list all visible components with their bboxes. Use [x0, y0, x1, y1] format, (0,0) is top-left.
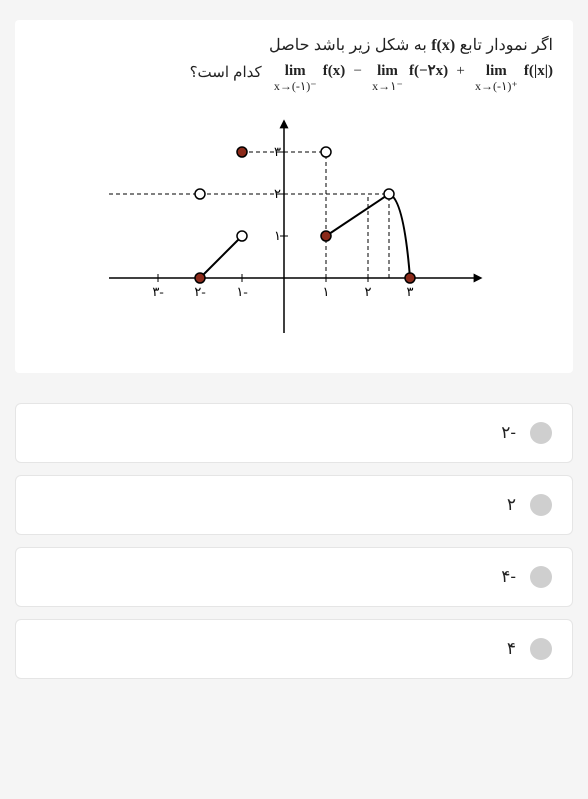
answers-list: -۲ ۲ -۴ ۴: [15, 403, 573, 679]
lim-1: lim x→(-۱)⁻: [274, 63, 317, 93]
radio-icon: [530, 494, 552, 516]
graph-container: -۳-۲-۱۱۲۳۱۲۳: [25, 118, 563, 343]
radio-icon: [530, 638, 552, 660]
radio-icon: [530, 566, 552, 588]
lim-3: lim x→(-۱)⁺: [475, 63, 518, 93]
answer-option-1[interactable]: -۲: [15, 403, 573, 463]
svg-text:۱: ۱: [323, 284, 330, 299]
svg-text:۳: ۳: [407, 284, 414, 299]
function-graph: -۳-۲-۱۱۲۳۱۲۳: [104, 118, 484, 338]
q-suffix: به شکل زیر باشد حاصل: [269, 37, 427, 54]
fx-2: f(−۲x): [409, 63, 448, 80]
question-area: اگر نمودار تابع f(x) به شکل زیر باشد حاص…: [15, 20, 573, 373]
svg-text:۱: ۱: [274, 228, 281, 243]
fx-3: f(|x|): [524, 63, 553, 80]
answer-option-3[interactable]: -۴: [15, 547, 573, 607]
question-line-1: اگر نمودار تابع f(x) به شکل زیر باشد حاص…: [25, 35, 563, 55]
q-fx: f(x): [431, 37, 455, 55]
lim-2: lim x→۱⁻: [372, 63, 403, 93]
math-expression: کدام است؟ lim x→(-۱)⁻ f(x) − lim x→۱⁻ f(…: [25, 63, 563, 93]
answer-label: -۲: [501, 423, 516, 443]
answer-option-2[interactable]: ۲: [15, 475, 573, 535]
q-trail: کدام است؟: [190, 63, 262, 81]
radio-icon: [530, 422, 552, 444]
svg-text:-۲: -۲: [194, 284, 205, 299]
q-prefix: اگر نمودار تابع: [460, 37, 553, 54]
answer-label: ۴: [507, 639, 516, 659]
svg-text:-۳: -۳: [152, 284, 163, 299]
svg-text:-۱: -۱: [236, 284, 247, 299]
answer-label: -۴: [501, 567, 516, 587]
answer-option-4[interactable]: ۴: [15, 619, 573, 679]
op-1: −: [353, 63, 361, 80]
fx-1: f(x): [323, 63, 346, 80]
answer-label: ۲: [507, 495, 516, 515]
op-2: +: [456, 63, 464, 80]
svg-text:۲: ۲: [365, 284, 372, 299]
